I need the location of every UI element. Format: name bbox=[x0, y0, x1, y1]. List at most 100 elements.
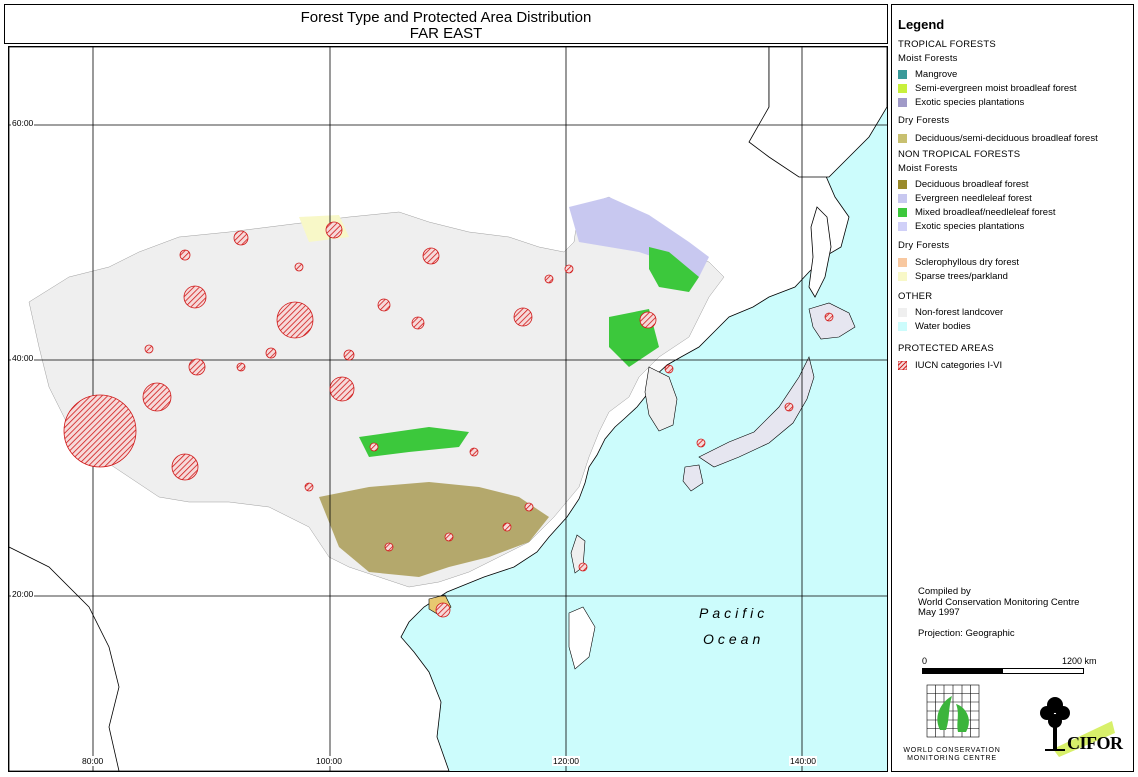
map-title-box: Forest Type and Protected Area Distribut… bbox=[4, 4, 888, 44]
protected-area bbox=[144, 344, 154, 354]
korea-peninsula bbox=[644, 366, 678, 432]
protected-area bbox=[142, 382, 172, 412]
protected-area bbox=[469, 447, 479, 457]
protected-area bbox=[265, 347, 277, 359]
map-canvas bbox=[9, 47, 887, 771]
forest-mixed-central bbox=[359, 427, 469, 457]
ocean-label-ocean: Ocean bbox=[703, 631, 765, 647]
legend-section-nontropical: NON TROPICAL FORESTS bbox=[898, 149, 1021, 160]
protected-area bbox=[233, 230, 249, 246]
legend-section-other: OTHER bbox=[898, 291, 933, 302]
landmass-kamchatka bbox=[748, 47, 887, 178]
protected-area bbox=[435, 602, 451, 618]
protected-area bbox=[502, 522, 512, 532]
legend-item: Semi-evergreen moist broadleaf forest bbox=[898, 83, 1077, 94]
legend-swatch-needleleaf bbox=[898, 194, 907, 203]
protected-area bbox=[304, 482, 314, 492]
credits-projection: Projection: Geographic bbox=[918, 628, 1015, 639]
lat-label-60: 60:00 bbox=[11, 118, 35, 128]
legend-label: Exotic species plantations bbox=[915, 221, 1025, 232]
legend-item: Deciduous broadleaf forest bbox=[898, 179, 1029, 190]
legend-subsection-dry: Dry Forests bbox=[898, 115, 950, 126]
legend-swatch-sparse bbox=[898, 272, 907, 281]
protected-area bbox=[696, 438, 706, 448]
legend-swatch-mixed bbox=[898, 208, 907, 217]
india-coast bbox=[9, 546, 120, 771]
japan-kyushu bbox=[682, 464, 704, 492]
legend-item: Sclerophyllous dry forest bbox=[898, 257, 1019, 268]
credits-line: Compiled by bbox=[918, 586, 971, 597]
legend-item: Non-forest landcover bbox=[898, 307, 1003, 318]
legend-label: Evergreen needleleaf forest bbox=[915, 193, 1032, 204]
map-panel: 60:00 40:00 20:00 80:00 100:00 120:00 14… bbox=[8, 46, 888, 772]
legend-label: Sclerophyllous dry forest bbox=[915, 257, 1020, 268]
legend-panel: Legend TROPICAL FORESTS Moist Forests Ma… bbox=[891, 4, 1134, 772]
legend-subsection-dry: Dry Forests bbox=[898, 240, 950, 251]
legend-swatch-nonforest bbox=[898, 308, 907, 317]
legend-swatch-exotic bbox=[898, 98, 907, 107]
legend-item: Mixed broadleaf/needleleaf forest bbox=[898, 207, 1055, 218]
credits-line: World Conservation Monitoring Centre bbox=[918, 596, 1080, 608]
legend-item: Sparse trees/parkland bbox=[898, 271, 1008, 282]
legend-label: Non-forest landcover bbox=[915, 307, 1004, 318]
legend-subsection-moist: Moist Forests bbox=[898, 163, 958, 174]
legend-label: Exotic species plantations bbox=[915, 97, 1025, 108]
lat-label-20: 20:00 bbox=[11, 589, 35, 599]
legend-label: Deciduous/semi-deciduous broadleaf fores… bbox=[915, 133, 1098, 144]
legend-item: Water bodies bbox=[898, 321, 971, 332]
legend-swatch-water bbox=[898, 322, 907, 331]
legend-section-tropical: TROPICAL FORESTS bbox=[898, 39, 996, 50]
protected-areas bbox=[63, 221, 834, 618]
scale-start-label: 0 bbox=[922, 656, 928, 666]
legend-item: Evergreen needleleaf forest bbox=[898, 193, 1032, 204]
legend-label: IUCN categories I-VI bbox=[915, 360, 1003, 371]
lon-label-100: 100:00 bbox=[315, 756, 343, 766]
graticule bbox=[9, 47, 887, 771]
protected-area bbox=[294, 262, 304, 272]
lon-label-120: 120:00 bbox=[552, 756, 580, 766]
protected-area bbox=[564, 264, 574, 274]
legend-swatch-sclerophyllous bbox=[898, 258, 907, 267]
japan-honshu bbox=[698, 356, 815, 468]
legend-item: Mangrove bbox=[898, 69, 957, 80]
protected-area bbox=[444, 532, 454, 542]
island-luzon bbox=[568, 606, 596, 670]
protected-area bbox=[422, 247, 440, 265]
protected-area bbox=[171, 453, 199, 481]
legend-label: Water bodies bbox=[915, 321, 971, 332]
legend-swatch-iucn bbox=[898, 361, 907, 370]
scale-bar-graphic bbox=[922, 668, 1084, 674]
forest-mixed-ne bbox=[649, 247, 699, 292]
protected-area bbox=[236, 362, 246, 372]
protected-area bbox=[524, 502, 534, 512]
wcmc-logo bbox=[926, 684, 980, 738]
protected-area bbox=[329, 376, 355, 402]
legend-item: Exotic species plantations bbox=[898, 97, 1024, 108]
legend-item: Exotic species plantations bbox=[898, 221, 1024, 232]
lon-label-140: 140:00 bbox=[789, 756, 817, 766]
map-subtitle: FAR EAST bbox=[409, 25, 483, 42]
ocean-label-pacific: Pacific bbox=[699, 605, 769, 621]
legend-swatch-semi-evergreen bbox=[898, 84, 907, 93]
protected-area bbox=[384, 542, 394, 552]
protected-area bbox=[513, 307, 533, 327]
legend-section-protected: PROTECTED AREAS bbox=[898, 343, 994, 354]
japan-hokkaido bbox=[808, 302, 856, 340]
legend-title: Legend bbox=[898, 17, 945, 32]
lat-label-40: 40:00 bbox=[11, 353, 35, 363]
legend-label: Sparse trees/parkland bbox=[915, 271, 1008, 282]
cifor-logo: CIFOR bbox=[1037, 689, 1123, 759]
protected-area bbox=[377, 298, 391, 312]
legend-subsection-moist: Moist Forests bbox=[898, 53, 958, 64]
scale-end-label: 1200 km bbox=[1062, 656, 1097, 666]
protected-area bbox=[784, 402, 794, 412]
protected-area bbox=[183, 285, 207, 309]
legend-label: Mangrove bbox=[915, 69, 958, 80]
legend-label: Mixed broadleaf/needleleaf forest bbox=[915, 207, 1056, 218]
protected-area bbox=[411, 316, 425, 330]
protected-area bbox=[276, 301, 314, 339]
wcmc-logo-text: WORLD CONSERVATION MONITORING CENTRE bbox=[903, 747, 1001, 762]
island-sakhalin bbox=[808, 206, 832, 298]
protected-area bbox=[824, 312, 834, 322]
forest-deciduous-south bbox=[319, 482, 549, 577]
